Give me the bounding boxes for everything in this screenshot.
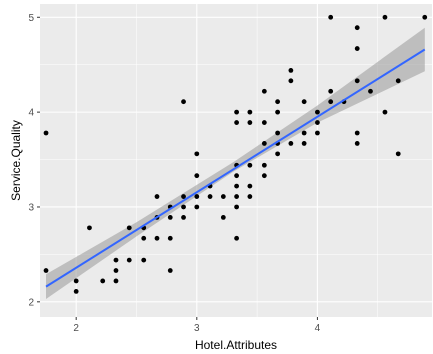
x-tick-label: 4 — [315, 323, 321, 334]
data-point — [247, 194, 253, 199]
data-point — [422, 14, 428, 20]
data-point — [126, 225, 132, 231]
data-point — [181, 99, 186, 105]
data-point — [194, 173, 200, 179]
data-point — [382, 14, 388, 20]
data-point — [288, 141, 294, 146]
data-point — [126, 257, 132, 263]
data-point — [113, 268, 119, 273]
data-point — [261, 141, 267, 146]
y-tick-label: 3 — [28, 202, 34, 213]
data-point — [275, 99, 281, 105]
data-point — [154, 194, 160, 199]
data-point — [247, 120, 253, 125]
data-point — [113, 278, 119, 284]
data-point — [328, 88, 334, 94]
data-point — [167, 215, 173, 220]
data-point — [194, 194, 200, 199]
data-point — [73, 288, 79, 294]
data-point — [167, 235, 173, 241]
x-axis-title: Hotel.Attributes — [195, 338, 277, 352]
data-point — [194, 151, 200, 157]
data-point — [167, 268, 173, 273]
data-point — [368, 88, 373, 94]
data-point — [288, 78, 294, 84]
data-point — [301, 141, 307, 146]
data-point — [113, 257, 119, 263]
data-point — [261, 88, 267, 94]
data-point — [141, 257, 147, 263]
data-point — [234, 173, 240, 179]
data-point — [234, 109, 240, 115]
data-point — [261, 173, 267, 179]
data-point — [100, 278, 106, 284]
data-point — [315, 109, 320, 115]
data-point — [354, 141, 360, 146]
data-point — [395, 151, 401, 157]
data-point — [261, 162, 267, 168]
data-point — [275, 130, 281, 136]
data-point — [328, 99, 334, 105]
data-point — [43, 130, 49, 136]
data-point — [234, 235, 240, 241]
x-tick-label: 2 — [73, 323, 79, 334]
data-point — [73, 278, 79, 284]
data-point — [181, 215, 186, 220]
data-point — [43, 268, 49, 273]
x-tick-label: 3 — [194, 323, 200, 334]
data-point — [382, 109, 388, 115]
y-tick-label: 4 — [28, 108, 34, 119]
y-axis-title: Service.Quality — [9, 120, 23, 201]
y-tick-label: 5 — [28, 13, 34, 24]
data-point — [234, 120, 240, 125]
data-point — [247, 162, 253, 168]
data-point — [220, 215, 226, 220]
y-tick-label: 2 — [28, 297, 34, 308]
data-point — [354, 25, 360, 31]
data-point — [261, 120, 267, 125]
data-point — [194, 204, 200, 210]
data-point — [234, 204, 240, 210]
data-point — [207, 194, 213, 199]
data-point — [354, 78, 360, 84]
data-point — [154, 235, 160, 241]
data-point — [87, 225, 92, 231]
data-point — [395, 78, 401, 84]
data-point — [247, 109, 253, 115]
regression-line — [45, 48, 426, 288]
data-point — [181, 194, 186, 199]
data-point — [220, 194, 226, 199]
data-point — [354, 130, 360, 136]
data-point — [181, 204, 186, 210]
data-point — [234, 194, 240, 199]
data-point — [234, 183, 240, 189]
data-point — [288, 67, 294, 73]
data-point — [354, 46, 360, 51]
data-point — [315, 120, 320, 125]
data-point — [275, 109, 281, 115]
data-point — [247, 183, 253, 189]
data-point — [141, 235, 147, 241]
data-point — [301, 130, 307, 136]
data-point — [328, 14, 334, 20]
data-point — [275, 151, 281, 157]
data-point — [315, 130, 320, 136]
data-point — [301, 99, 307, 105]
